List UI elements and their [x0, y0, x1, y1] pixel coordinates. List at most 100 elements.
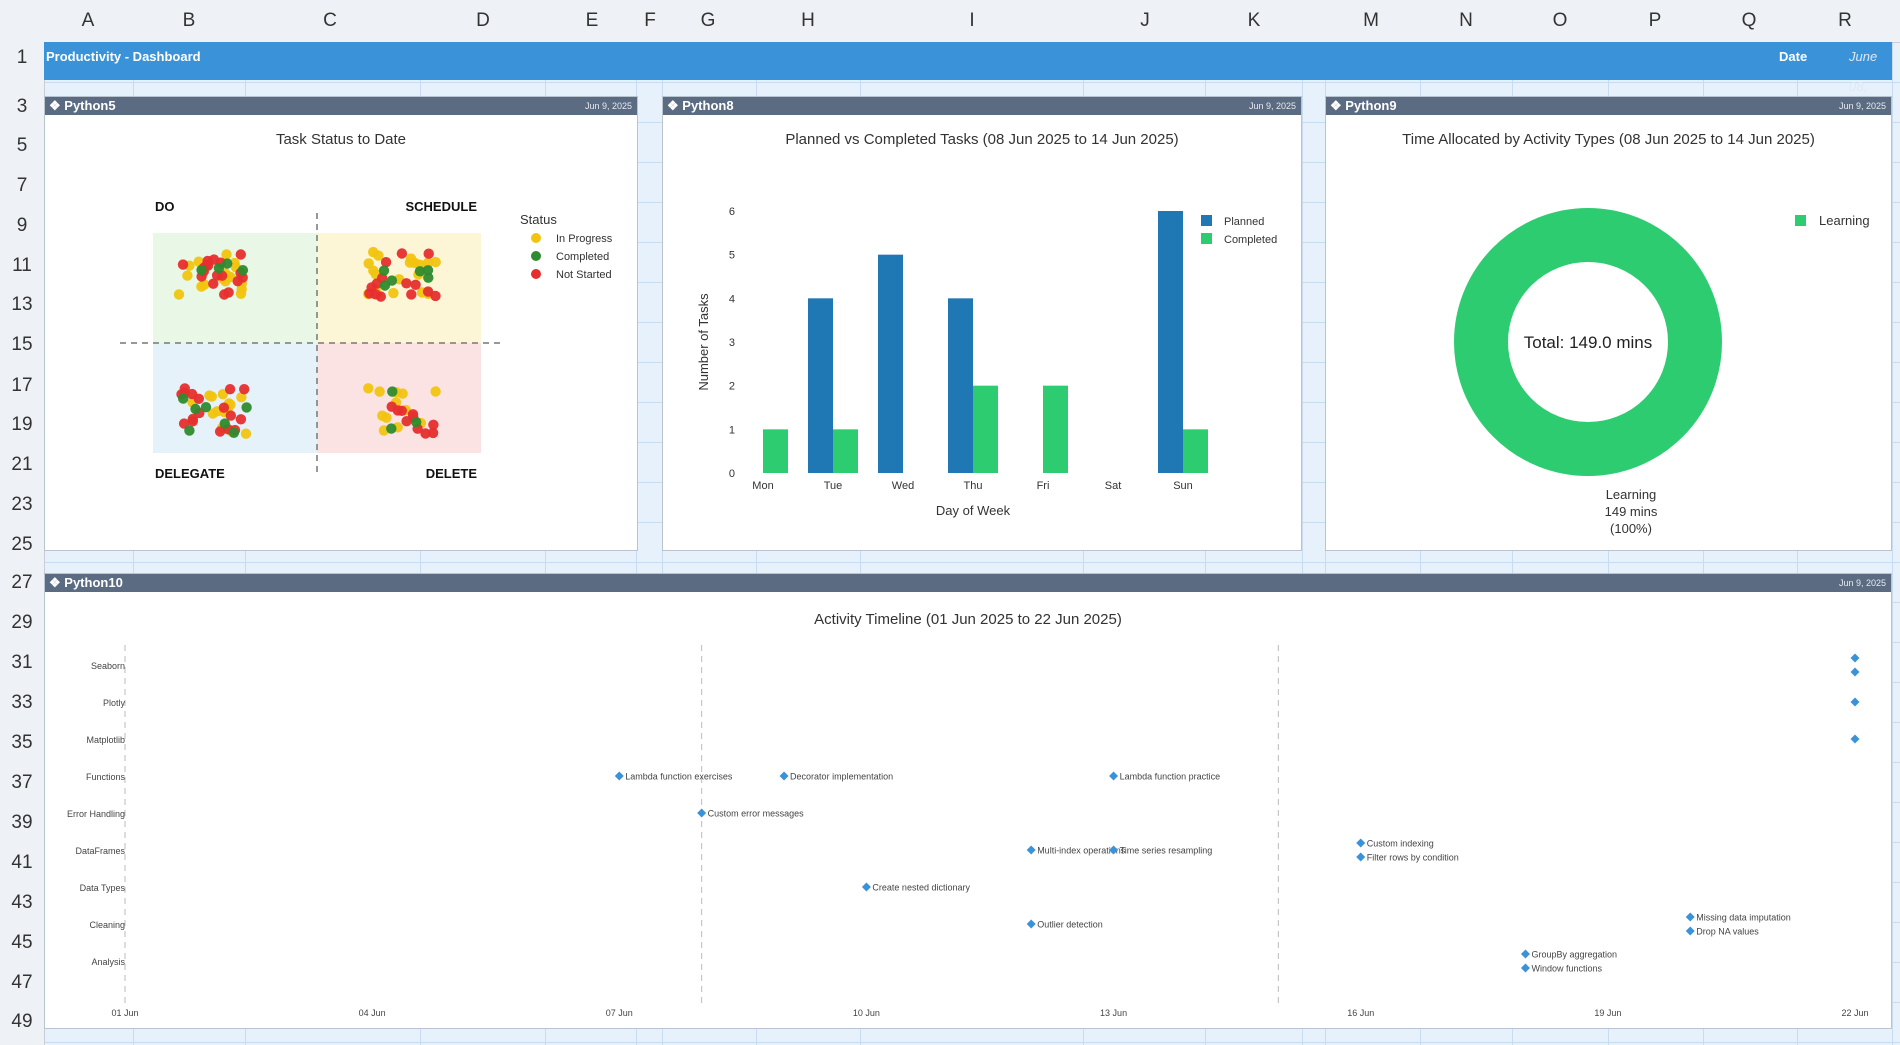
legend-label-not-started: Not Started [556, 269, 612, 281]
bar-completed-mon [763, 429, 788, 473]
chart-title: Time Allocated by Activity Types (08 Jun… [1402, 131, 1815, 148]
row-header-29[interactable]: 29 [11, 612, 33, 633]
legend-label-completed: Completed [556, 251, 609, 263]
column-header-k[interactable]: K [1247, 10, 1261, 31]
column-header-i[interactable]: I [969, 10, 975, 31]
row-header-49[interactable]: 49 [11, 1011, 33, 1032]
row-header-21[interactable]: 21 [11, 454, 33, 475]
row-header-19[interactable]: 19 [11, 414, 33, 435]
y-axis-label: Number of Tasks [696, 293, 711, 391]
status-dot-completed [190, 403, 201, 415]
row-header-17[interactable]: 17 [11, 375, 33, 396]
timeline-point [1109, 845, 1119, 855]
column-header-p[interactable]: P [1648, 10, 1662, 31]
y-category-label: Data Types [80, 883, 126, 893]
column-header-g[interactable]: G [700, 10, 716, 31]
panel-python5[interactable]: ❖ Python5 Jun 9, 2025 Task Status to Dat… [44, 96, 638, 551]
row-header-25[interactable]: 25 [11, 534, 33, 555]
panel-name: ❖ Python9 [1330, 98, 1397, 113]
timeline-point [1850, 697, 1860, 707]
panel-header: ❖ Python8 Jun 9, 2025 [663, 97, 1301, 115]
column-header-q[interactable]: Q [1741, 10, 1757, 31]
status-dot-in-progress [368, 246, 379, 258]
column-header-b[interactable]: B [182, 10, 196, 31]
column-header-j[interactable]: J [1140, 10, 1150, 31]
row-header-41[interactable]: 41 [11, 852, 33, 873]
row-header-11[interactable]: 11 [12, 255, 32, 276]
row-header-1[interactable]: 1 [16, 47, 28, 68]
status-dot-completed [237, 265, 249, 276]
legend-marker-completed [1201, 233, 1212, 244]
column-header-e[interactable]: E [585, 10, 599, 31]
x-tick-label: 04 Jun [359, 1008, 386, 1018]
status-dot-completed [228, 427, 240, 438]
row-header-31[interactable]: 31 [11, 652, 33, 673]
panel-python8[interactable]: ❖ Python8 Jun 9, 2025 Planned vs Complet… [662, 96, 1302, 551]
row-header-5[interactable]: 5 [16, 135, 28, 156]
row-header-23[interactable]: 23 [11, 494, 33, 515]
row-header-27[interactable]: 27 [11, 572, 33, 593]
row-header-39[interactable]: 39 [11, 812, 33, 833]
panel-python10[interactable]: ❖ Python10 Jun 9, 2025 Activity Timeline… [44, 573, 1892, 1029]
y-tick-label: 6 [729, 206, 735, 218]
bar-planned-sun [1158, 211, 1183, 473]
row-header-9[interactable]: 9 [16, 215, 28, 236]
y-category-label: Cleaning [89, 920, 125, 930]
row-header-45[interactable]: 45 [11, 932, 33, 953]
row-header-33[interactable]: 33 [11, 692, 33, 713]
column-header-o[interactable]: O [1552, 10, 1568, 31]
bar-planned-wed [878, 254, 903, 473]
legend-label-in-progress: In Progress [556, 233, 613, 245]
timeline-point-label: Drop NA values [1696, 927, 1759, 937]
status-dot-not-started [428, 419, 439, 430]
column-gridline [1302, 42, 1303, 1045]
status-dot-not-started [420, 428, 431, 439]
x-tick-label: 16 Jun [1347, 1008, 1374, 1018]
panel-name: ❖ Python5 [49, 98, 116, 113]
x-tick-label: Wed [892, 480, 914, 492]
row-header-15[interactable]: 15 [11, 334, 33, 355]
status-dot-not-started [186, 388, 198, 400]
legend-marker-planned [1201, 215, 1212, 226]
status-dot-not-started [219, 289, 230, 300]
column-header-a[interactable]: A [81, 10, 95, 31]
panel-header: ❖ Python5 Jun 9, 2025 [45, 97, 637, 115]
column-header-n[interactable]: N [1459, 10, 1473, 31]
quadrant-label-delete: DELETE [426, 466, 478, 481]
panel-python9[interactable]: ❖ Python9 Jun 9, 2025 Time Allocated by … [1325, 96, 1892, 551]
column-header-h[interactable]: H [801, 10, 815, 31]
row-header-47[interactable]: 47 [11, 972, 33, 993]
column-header-c[interactable]: C [323, 10, 337, 31]
status-dot-in-progress [236, 392, 247, 403]
column-header-d[interactable]: D [476, 10, 490, 31]
x-tick-label: Sun [1173, 480, 1193, 492]
legend-marker-learning [1795, 215, 1806, 226]
column-header-m[interactable]: M [1363, 10, 1379, 31]
y-tick-label: 3 [729, 337, 735, 349]
time-allocation-donut-chart: Total: 149.0 mins Learning 149 mins (100%) L… [1454, 208, 1870, 536]
row-header-7[interactable]: 7 [16, 175, 28, 196]
column-gridline [1892, 42, 1893, 1045]
x-tick-label: Sat [1105, 480, 1122, 492]
timeline-point [1850, 653, 1860, 663]
panel-name: ❖ Python8 [667, 98, 734, 113]
y-category-label: Functions [86, 772, 126, 782]
status-dot-not-started [235, 249, 246, 260]
row-header-bar: 1 3 5 7 9 11 13 15 17 19 21 23 25 27 29 31 33 35 37 39 41 43 4… [0, 42, 45, 1045]
status-dot-completed [222, 258, 233, 269]
x-tick-label: 22 Jun [1841, 1008, 1868, 1018]
row-header-3[interactable]: 3 [16, 96, 28, 117]
row-header-37[interactable]: 37 [11, 772, 33, 793]
row-header-35[interactable]: 35 [11, 732, 33, 753]
status-dot-completed [200, 402, 212, 413]
column-header-f[interactable]: F [644, 10, 656, 31]
timeline-point-label: Custom indexing [1367, 839, 1434, 849]
status-dot-in-progress [204, 390, 215, 401]
status-dot-not-started [423, 248, 434, 259]
column-header-r[interactable]: R [1838, 10, 1852, 31]
row-header-43[interactable]: 43 [11, 892, 33, 913]
timeline-point-label: Decorator implementation [790, 772, 893, 782]
row-header-13[interactable]: 13 [11, 294, 33, 315]
y-tick-label: 5 [729, 250, 735, 262]
x-axis-label: Day of Week [936, 503, 1011, 518]
